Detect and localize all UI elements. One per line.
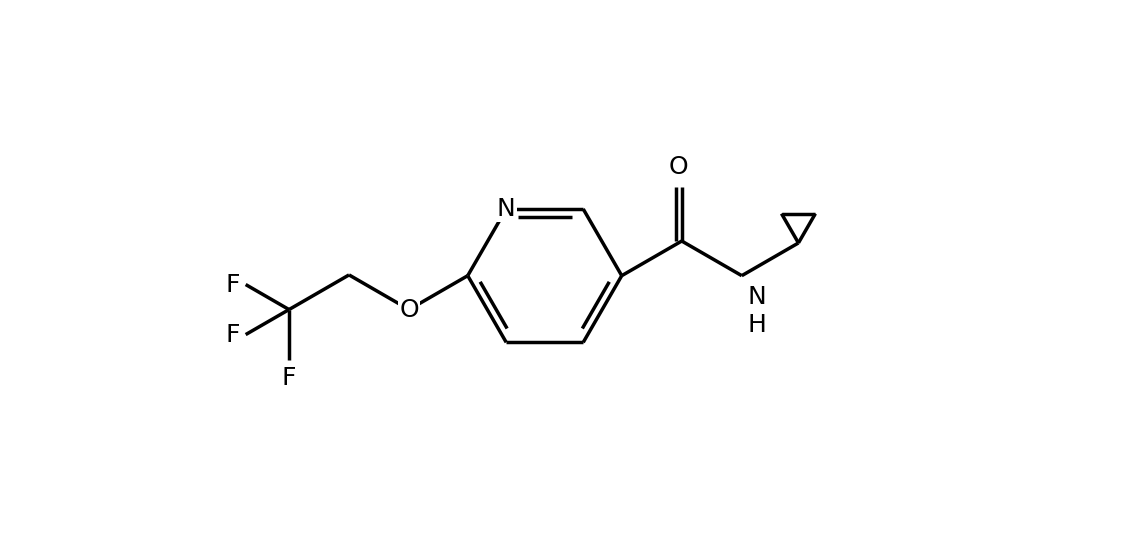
- Text: N
H: N H: [747, 285, 766, 337]
- Text: O: O: [400, 298, 419, 322]
- Text: F: F: [225, 322, 240, 347]
- Text: O: O: [669, 156, 688, 179]
- Text: F: F: [225, 273, 240, 296]
- Text: N: N: [497, 197, 515, 221]
- Text: F: F: [282, 366, 297, 390]
